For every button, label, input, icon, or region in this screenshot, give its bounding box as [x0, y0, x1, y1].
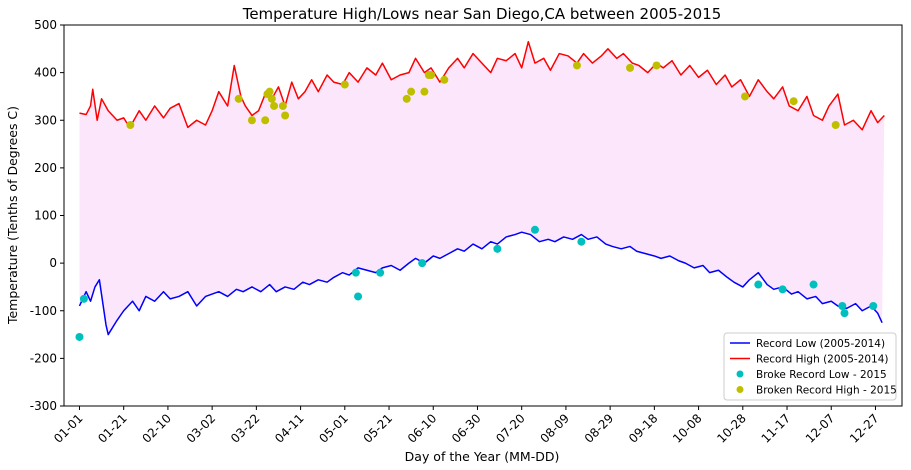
broke-record-low-point — [376, 268, 385, 277]
broke-record-high-point — [281, 111, 290, 120]
broke-record-low-point — [577, 237, 586, 246]
y-tick-label: 500 — [34, 18, 57, 32]
x-tick-label: 08-09 — [537, 411, 572, 446]
broke-record-high-point — [741, 92, 750, 101]
x-tick-label: 05-01 — [316, 411, 351, 446]
y-axis-label: Temperature (Tenths of Degrees C) — [5, 106, 20, 325]
x-tick-label: 11-17 — [759, 411, 794, 446]
legend-label: Record Low (2005-2014) — [756, 338, 885, 350]
x-tick-label: 08-29 — [582, 411, 617, 446]
legend-box — [723, 332, 897, 401]
plot-area — [75, 40, 885, 341]
broke-record-high-point — [652, 61, 661, 70]
x-tick-label: 12-07 — [803, 411, 838, 446]
chart-title: Temperature High/Lows near San Diego,CA … — [242, 5, 722, 23]
y-tick-label: -100 — [30, 304, 57, 318]
broke-record-high-point — [831, 121, 840, 130]
y-tick-label: -200 — [30, 351, 57, 365]
broke-record-high-point — [440, 75, 449, 84]
broke-record-low-point — [809, 280, 818, 289]
broke-record-low-point — [79, 294, 88, 303]
x-tick-label: 01-01 — [51, 411, 86, 446]
x-tick-label: 03-02 — [184, 411, 219, 446]
x-tick-label: 06-10 — [405, 411, 440, 446]
broke-record-high-point — [427, 71, 436, 80]
broke-record-low-point — [840, 309, 849, 318]
broke-record-low-point — [351, 268, 360, 277]
legend-label: Broke Record Low - 2015 — [756, 369, 887, 381]
broke-record-high-point — [572, 61, 581, 70]
y-tick-label: 100 — [34, 209, 57, 223]
broke-record-low-point — [418, 259, 427, 268]
legend: Record Low (2005-2014) Record High (2005-… — [723, 332, 897, 401]
record-high-line — [79, 40, 885, 131]
broke-record-high-point — [267, 94, 276, 103]
record-low-line — [78, 231, 883, 336]
legend-dot-swatch — [736, 370, 744, 378]
broke-record-high-point — [420, 87, 429, 96]
broke-record-high-point — [340, 80, 349, 89]
broke-record-low-point — [530, 225, 539, 234]
y-tick-label: 400 — [34, 66, 57, 80]
y-tick-label: 300 — [34, 113, 57, 127]
record-range-fill — [79, 41, 885, 335]
x-tick-label: 09-18 — [626, 411, 661, 446]
x-tick-label: 01-21 — [95, 411, 130, 446]
broke-record-low-point — [778, 285, 787, 294]
broke-record-high-point — [261, 116, 270, 125]
y-tick-label: 200 — [34, 161, 57, 175]
x-tick-label: 04-11 — [272, 411, 307, 446]
x-axis-label: Day of the Year (MM-DD) — [405, 449, 560, 464]
x-tick-label: 05-21 — [361, 411, 396, 446]
broke-record-high-point — [407, 87, 416, 96]
y-tick-label: 0 — [49, 256, 57, 270]
broke-record-high-point — [789, 97, 798, 106]
broke-record-high-point — [247, 116, 256, 125]
broke-record-low-point — [354, 292, 363, 301]
legend-label: Record High (2005-2014) — [756, 354, 889, 366]
legend-dot-swatch — [736, 386, 744, 393]
broke-record-high-point — [270, 101, 279, 110]
x-tick-label: 07-20 — [493, 411, 528, 446]
broke-record-low-point — [838, 301, 847, 310]
broke-record-low-point — [869, 301, 878, 310]
broke-record-high-point — [126, 121, 135, 130]
x-tick-label: 10-08 — [670, 411, 705, 446]
x-tick-label: 10-28 — [714, 411, 749, 446]
y-tick-label: -300 — [30, 399, 57, 413]
x-tick-label: 06-30 — [449, 411, 484, 446]
broke-record-high-point — [278, 101, 287, 110]
x-tick-label: 12-27 — [847, 411, 882, 446]
broke-record-low-point — [75, 332, 84, 341]
legend-label: Broken Record High - 2015 — [756, 385, 897, 397]
broke-record-low-point — [754, 280, 763, 289]
broke-record-low-point — [493, 244, 502, 253]
broke-record-high-point — [626, 63, 635, 72]
broke-record-high-point — [234, 94, 243, 103]
x-tick-label: 03-22 — [228, 411, 263, 446]
broke-record-high-point — [265, 87, 274, 96]
x-tick-label: 02-10 — [139, 411, 174, 446]
broke-record-high-point — [402, 94, 411, 103]
